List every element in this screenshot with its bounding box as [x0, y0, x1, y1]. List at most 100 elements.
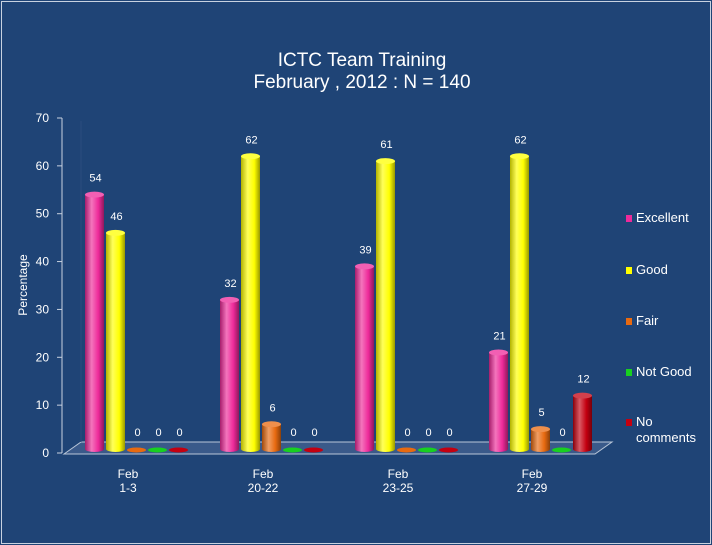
y-tick-label: 20: [36, 350, 50, 364]
legend-swatch: [626, 318, 632, 325]
bar-excellent: [220, 296, 239, 452]
bar-good: [241, 153, 260, 453]
bar-body: [573, 395, 592, 452]
bar-not-good: [552, 447, 571, 453]
bar-zero-disc: [418, 447, 437, 453]
data-label: 62: [514, 134, 526, 146]
data-label: 62: [245, 134, 257, 146]
bar-zero-disc: [169, 447, 188, 453]
y-tick-label: 50: [36, 207, 50, 221]
bar-good: [510, 153, 529, 453]
y-axis-label: Percentage: [16, 254, 30, 316]
bar-not-good: [418, 447, 437, 453]
bar-body: [106, 232, 125, 452]
x-category-label: Feb: [253, 467, 274, 481]
x-category-label: Feb: [522, 467, 543, 481]
x-category-label: 20-22: [248, 481, 279, 495]
bar-zero-disc: [397, 447, 416, 453]
bar-excellent: [489, 349, 508, 452]
bar-fair: [531, 426, 550, 452]
bar-not-good: [148, 447, 167, 453]
bar-zero-disc: [552, 447, 571, 453]
bar-no-comments: [439, 447, 458, 453]
bar-top: [355, 263, 374, 270]
chart-title-line-2: February , 2012 : N = 140: [253, 72, 471, 93]
bar-no-comments: [573, 392, 592, 452]
chart-floor: [62, 441, 614, 455]
y-tick-label: 10: [36, 398, 50, 412]
legend-swatch: [626, 215, 632, 222]
bar-fair: [127, 447, 146, 453]
bar-zero-disc: [439, 447, 458, 453]
bar-body: [489, 352, 508, 452]
y-tick-label: 30: [36, 302, 50, 316]
data-label: 61: [380, 139, 392, 151]
bar-top: [376, 158, 395, 165]
bar-good: [376, 158, 395, 453]
y-tick-label: 70: [36, 111, 50, 125]
data-label: 0: [290, 427, 296, 439]
legend-label: No comments: [636, 414, 696, 445]
chart-title-line-1: ICTC Team Training: [277, 50, 447, 71]
bar-body: [376, 161, 395, 453]
legend-label: Fair: [636, 313, 659, 328]
legend-swatch: [626, 267, 632, 274]
data-label: 0: [559, 427, 565, 439]
bar-top: [489, 349, 508, 356]
legend-label: Excellent: [636, 210, 689, 225]
data-label: 0: [311, 427, 317, 439]
data-label: 32: [224, 278, 236, 290]
bar-top: [106, 229, 125, 236]
data-label: 0: [134, 427, 140, 439]
bar-good: [106, 229, 125, 452]
legend-swatch: [626, 369, 632, 376]
x-category-label: 23-25: [383, 481, 414, 495]
x-category-label: Feb: [118, 467, 139, 481]
bar-zero-disc: [283, 447, 302, 453]
bar-body: [510, 156, 529, 453]
data-label: 12: [577, 374, 589, 386]
y-tick-label: 0: [42, 446, 49, 460]
x-category-label: 27-29: [517, 481, 548, 495]
x-category-label: 1-3: [119, 481, 137, 495]
data-label: 0: [425, 427, 431, 439]
data-label: 54: [89, 173, 101, 185]
bar-body: [220, 299, 239, 452]
bar-not-good: [283, 447, 302, 453]
bar-excellent: [85, 191, 104, 453]
bar-fair: [397, 447, 416, 453]
bar-body: [241, 156, 260, 453]
data-label: 6: [269, 402, 275, 414]
legend-label: Not Good: [636, 364, 692, 379]
data-label: 5: [538, 407, 544, 419]
chart-title: ICTC Team Training February , 2012 : N =…: [2, 50, 712, 94]
data-label: 0: [404, 427, 410, 439]
bar-top: [531, 426, 550, 433]
bar-zero-disc: [304, 447, 323, 453]
bar-body: [355, 266, 374, 452]
bar-top: [85, 191, 104, 198]
y-tick-label: 40: [36, 255, 50, 269]
y-tick-label: 60: [36, 159, 50, 173]
bar-top: [220, 296, 239, 303]
data-label: 46: [110, 211, 122, 223]
bar-top: [241, 153, 260, 160]
legend-label: Good: [636, 262, 668, 277]
bar-excellent: [355, 263, 374, 452]
data-label: 0: [155, 427, 161, 439]
bar-no-comments: [304, 447, 323, 453]
bar-top: [262, 421, 281, 428]
legend-swatch: [626, 419, 632, 426]
data-label: 21: [493, 331, 505, 343]
bar-body: [531, 429, 550, 452]
bar-zero-disc: [127, 447, 146, 453]
bar-no-comments: [169, 447, 188, 453]
bar-body: [262, 424, 281, 452]
bar-fair: [262, 421, 281, 452]
data-label: 0: [176, 427, 182, 439]
bar-body: [85, 194, 104, 453]
bar-top: [510, 153, 529, 160]
bar-zero-disc: [148, 447, 167, 453]
